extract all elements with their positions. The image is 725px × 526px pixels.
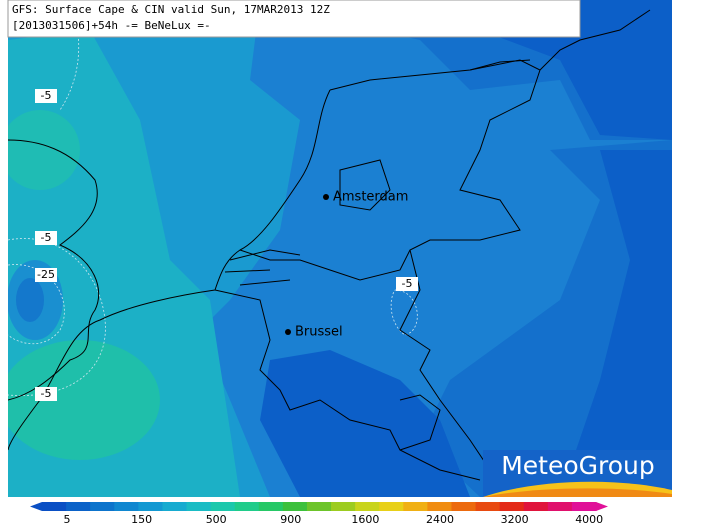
colorbar-tick-label: 3200 [501, 513, 529, 526]
colorbar-arrow-right [596, 502, 608, 511]
colorbar-segment [475, 502, 501, 511]
colorbar-segment [258, 502, 284, 511]
field-low-core [16, 278, 44, 322]
colorbar-segment [42, 502, 67, 511]
colorbar-tick-label: 4000 [575, 513, 603, 526]
overlay: Amsterdam Brussel -5 -5 -25 -5 -5 [35, 89, 418, 401]
contour-label-box [35, 268, 57, 282]
colorbar-segment [547, 502, 573, 511]
contour-label-box [396, 277, 418, 291]
field-dark-ne [420, 0, 672, 140]
colorbar-tick-label: 150 [131, 513, 152, 526]
contour-label: -5 [41, 231, 52, 244]
colorbar-segment [571, 502, 597, 511]
logo-arc [483, 488, 672, 497]
logo: MeteoGroup [501, 451, 655, 480]
map: MeteoGroup [8, 0, 672, 497]
colorbar-segment [331, 502, 356, 511]
contour-label: -5 [41, 89, 52, 102]
colorbar-segment [355, 502, 380, 511]
header-box [7, 0, 581, 38]
colorbar-segment [138, 502, 163, 511]
header-line2: [2013031506]+54h -= BeNeLux =- [12, 19, 211, 32]
coastline [469, 9, 651, 71]
colorbar: 5 150 500 900 1600 2400 3200 4000 [30, 502, 608, 526]
colorbar-segment [379, 502, 404, 511]
colorbar-tick-label: 5 [64, 513, 71, 526]
colorbar-tick-label: 1600 [351, 513, 379, 526]
contour-label-box [35, 89, 57, 103]
colorbar-segment [499, 502, 525, 511]
colorbar-tick-label: 900 [280, 513, 301, 526]
header-line1: GFS: Surface Cape & CIN valid Sun, 17MAR… [12, 3, 330, 16]
colorbar-segment [210, 502, 236, 511]
colorbar-segment [403, 502, 428, 511]
colorbar-segment [114, 502, 139, 511]
colorbar-segment [66, 502, 91, 511]
colorbar-segment [186, 502, 212, 511]
isoline [390, 289, 418, 336]
contour-label: -5 [41, 387, 52, 400]
colorbar-segment [162, 502, 188, 511]
contour-label: -25 [37, 268, 55, 281]
colorbar-tick-label: 500 [206, 513, 227, 526]
border [239, 59, 541, 281]
border [399, 394, 441, 451]
colorbar-segment [90, 502, 115, 511]
contour-label-box [35, 387, 57, 401]
field-green [8, 340, 160, 460]
city-dot [323, 194, 329, 200]
colorbar-segment [282, 502, 308, 511]
colorbar-segment [234, 502, 260, 511]
colorbar-arrow-left [30, 502, 42, 511]
colorbar-segment [451, 502, 477, 511]
colorbar-tick-label: 2400 [426, 513, 454, 526]
city-label: Brussel [295, 325, 343, 340]
colorbar-segment [306, 502, 332, 511]
city-dot [285, 329, 291, 335]
field-green2 [8, 110, 80, 190]
colorbar-segment [523, 502, 549, 511]
border [214, 289, 481, 481]
lake [339, 159, 391, 211]
coastline [8, 139, 100, 401]
contour-label-box [35, 231, 57, 245]
field-dark-east [560, 150, 672, 497]
city-label: Amsterdam [333, 190, 408, 205]
contour-label: -5 [402, 277, 413, 290]
estuary [224, 249, 301, 286]
colorbar-segment [427, 502, 452, 511]
